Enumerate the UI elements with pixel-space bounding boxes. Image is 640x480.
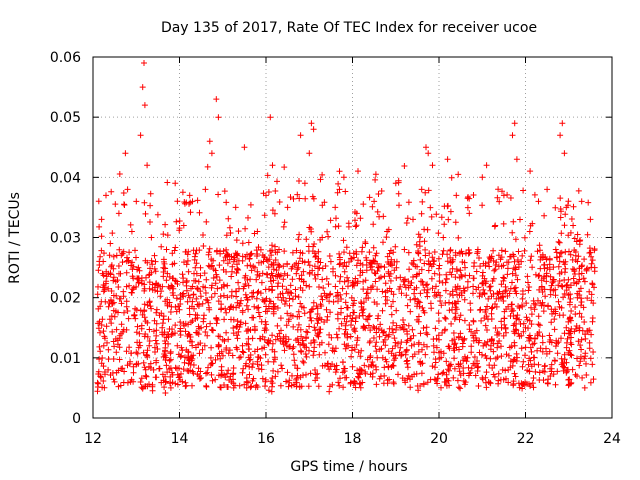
data-point — [122, 150, 129, 157]
data-point — [410, 216, 416, 223]
data-point — [172, 180, 179, 187]
y-tick-label: 0.05 — [50, 110, 81, 126]
x-tick-labels: 12 14 16 18 20 22 24 — [84, 431, 621, 447]
data-point — [232, 204, 239, 211]
x-tick-label: 22 — [517, 431, 535, 447]
data-point — [526, 228, 533, 235]
data-point — [137, 132, 144, 139]
x-tick-label: 12 — [84, 431, 102, 447]
data-point — [107, 240, 114, 247]
x-tick-label: 14 — [171, 431, 189, 447]
y-axis-label: ROTI / TECUs — [7, 192, 23, 284]
data-point — [293, 270, 300, 277]
data-point — [213, 96, 220, 103]
data-point — [539, 348, 546, 355]
data-point — [578, 198, 585, 205]
data-point — [336, 168, 343, 175]
data-point — [552, 246, 559, 253]
y-tick-label: 0.06 — [50, 50, 81, 66]
data-point — [310, 126, 317, 133]
y-tick-labels: 0 0.01 0.02 0.03 0.04 0.05 0.06 — [50, 50, 81, 427]
data-point — [180, 222, 187, 229]
x-tick-label: 24 — [603, 431, 621, 447]
data-point — [418, 186, 425, 193]
data-point — [98, 216, 105, 223]
data-point — [431, 270, 438, 277]
data-point — [124, 186, 131, 193]
data-point — [267, 114, 274, 121]
data-point — [103, 192, 109, 199]
data-point — [297, 132, 304, 139]
data-point-cloud — [94, 163, 598, 396]
data-point — [371, 198, 378, 205]
data-point — [148, 234, 155, 241]
data-point — [513, 156, 520, 163]
data-point — [163, 246, 170, 253]
data-point — [133, 198, 140, 205]
data-point — [453, 192, 460, 199]
data-point — [139, 84, 146, 91]
data-point — [366, 312, 373, 319]
data-point — [202, 186, 209, 193]
data-point — [440, 234, 447, 241]
data-point — [323, 306, 330, 313]
data-point — [111, 378, 118, 385]
data-point — [423, 144, 429, 151]
y-tick-label: 0.01 — [50, 351, 81, 367]
data-point — [425, 150, 432, 157]
data-point — [479, 174, 486, 181]
data-point — [509, 132, 516, 139]
data-point — [570, 222, 577, 229]
data-point — [284, 204, 291, 211]
data-point — [306, 150, 313, 157]
y-tick-label: 0.03 — [50, 231, 81, 247]
y-tick-label: 0.02 — [50, 291, 81, 307]
data-point — [245, 282, 252, 289]
data-point — [215, 114, 222, 121]
data-point — [511, 120, 518, 127]
y-tick-label: 0.04 — [50, 170, 81, 186]
data-point — [332, 204, 339, 211]
data-point — [544, 186, 551, 193]
data-point — [308, 120, 315, 127]
data-point — [535, 198, 542, 205]
y-tick-label: 0 — [72, 411, 81, 427]
data-point — [444, 156, 451, 163]
data-point — [208, 150, 215, 157]
data-point — [206, 138, 213, 145]
data-point — [141, 60, 147, 66]
data-point — [269, 162, 276, 169]
data-point — [144, 162, 151, 169]
data-point — [429, 162, 436, 169]
data-point — [483, 162, 490, 169]
data-point — [561, 150, 568, 157]
data-point — [557, 132, 564, 139]
data-point — [241, 144, 248, 151]
data-point — [141, 102, 148, 109]
data-point — [115, 210, 122, 217]
data-point — [340, 174, 347, 181]
data-point — [401, 246, 408, 253]
x-tick-label: 16 — [257, 431, 275, 447]
data-point — [289, 372, 295, 379]
chart-title: Day 135 of 2017, Rate Of TEC Index for r… — [161, 20, 537, 36]
axis-ticks — [92, 56, 613, 419]
x-tick-label: 18 — [344, 431, 362, 447]
data-point — [301, 180, 308, 187]
data-point — [583, 360, 589, 367]
data-point — [327, 258, 334, 265]
x-tick-label: 20 — [430, 431, 448, 447]
data-point — [167, 384, 174, 391]
data-point — [548, 282, 555, 289]
data-point — [466, 210, 473, 217]
x-axis-label: GPS time / hours — [290, 459, 407, 475]
data-point — [128, 228, 135, 235]
data-point — [405, 372, 412, 379]
data-point — [100, 342, 107, 349]
data-point — [559, 120, 566, 127]
data-point — [587, 216, 594, 223]
data-point — [105, 366, 112, 373]
data-points — [94, 60, 598, 396]
